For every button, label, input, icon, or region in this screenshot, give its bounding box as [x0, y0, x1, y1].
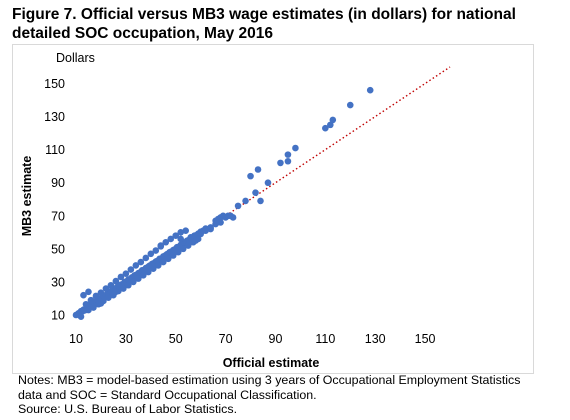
data-point [167, 235, 175, 243]
data-point [137, 258, 145, 266]
data-point [292, 144, 299, 152]
data-point [112, 288, 120, 296]
data-point [234, 202, 242, 210]
figure-title: Figure 7. Official versus MB3 wage estim… [12, 5, 557, 43]
data-point [184, 242, 192, 249]
data-point [177, 235, 185, 243]
figure-title-line-2: detailed SOC occupation, May 2016 [12, 25, 273, 42]
data-point [85, 306, 92, 314]
data-point [130, 278, 137, 286]
scatter-plot: Dollars 10 30 50 70 90 110 130 150 10 30 50 70 90 110 1… [20, 51, 451, 370]
y-tick-label: 30 [51, 275, 65, 289]
x-axis-title: Official estimate [223, 356, 320, 370]
source-note: Source: U.S. Bureau of Labor Statistics. [18, 402, 238, 416]
data-point [117, 273, 125, 281]
data-point [329, 116, 337, 124]
notes-line-2: data and SOC = Standard Occupational Cla… [18, 387, 317, 402]
data-point [132, 262, 140, 269]
data-point [192, 237, 199, 244]
x-tick-label: 150 [415, 332, 436, 346]
notes: Notes: MB3 = model-based estimation usin… [18, 373, 563, 417]
figure-title-line-1: Figure 7. Official versus MB3 wage estim… [12, 6, 516, 23]
y-tick-label: 10 [51, 309, 65, 323]
x-tick-label: 130 [365, 332, 386, 346]
data-point [174, 248, 182, 256]
data-point [85, 288, 92, 296]
data-point [92, 292, 100, 300]
data-point [257, 197, 264, 205]
data-point [212, 217, 219, 225]
data-point [217, 219, 224, 226]
data-point [87, 296, 95, 304]
data-point [284, 151, 292, 158]
x-tick-label: 70 [219, 332, 233, 346]
data-point [80, 291, 87, 299]
data-point [90, 304, 97, 311]
x-tick-label: 50 [169, 332, 183, 346]
y-unit-label: Dollars [56, 51, 95, 65]
x-tick-label: 10 [69, 332, 83, 346]
y-tick-label: 110 [45, 143, 65, 157]
data-point [157, 242, 165, 249]
data-point [182, 227, 190, 234]
data-point [366, 86, 374, 94]
data-point [82, 300, 90, 308]
x-tick-label: 110 [315, 332, 335, 346]
data-point [97, 300, 105, 307]
data-point [169, 252, 177, 259]
data-point [107, 281, 115, 289]
data-point [120, 285, 127, 292]
y-tick-label: 70 [51, 209, 65, 223]
data-point [207, 224, 214, 231]
data-point [147, 250, 155, 258]
data-point [152, 247, 160, 254]
data-point [125, 281, 132, 289]
data-point [284, 157, 292, 165]
data-point [142, 254, 150, 262]
y-tick-label: 130 [44, 110, 65, 124]
data-point [105, 294, 112, 301]
y-axis-title: MB3 estimate [20, 156, 34, 237]
data-point [264, 179, 272, 187]
data-point [145, 268, 152, 276]
data-point [322, 124, 329, 132]
data-point [254, 166, 262, 173]
data-point [122, 270, 130, 277]
data-point [162, 238, 170, 246]
data-point [159, 258, 167, 266]
notes-line-1: Notes: MB3 = model-based estimation usin… [18, 373, 521, 387]
data-point [252, 189, 259, 196]
data-point [177, 229, 185, 236]
data-point [112, 277, 120, 285]
data-point [127, 266, 135, 273]
data-point [77, 313, 85, 320]
data-point [154, 262, 162, 269]
data-point [346, 101, 354, 109]
data-point [187, 233, 194, 241]
y-tick-label: 150 [44, 77, 65, 91]
data-point [179, 245, 187, 253]
data-point [149, 265, 157, 273]
data-point [202, 227, 209, 234]
data-point [277, 159, 284, 167]
data-point [217, 214, 224, 221]
data-point [97, 289, 105, 296]
data-point [197, 230, 204, 238]
data-point [327, 121, 334, 129]
data-point [229, 214, 237, 221]
y-tick-label: 50 [51, 242, 65, 256]
data-point [172, 232, 180, 239]
data-point [102, 285, 110, 292]
x-tick-label: 30 [119, 332, 133, 346]
data-point [135, 275, 142, 282]
data-point [242, 197, 249, 205]
reference-line [75, 66, 451, 316]
data-point [164, 255, 172, 263]
y-tick-label: 90 [51, 176, 65, 190]
data-point [140, 272, 147, 279]
chart-area: Dollars 10 30 50 70 90 110 130 150 10 30 50 70 90 110 1… [12, 44, 534, 374]
x-tick-label: 90 [269, 332, 283, 346]
data-point [247, 172, 254, 180]
